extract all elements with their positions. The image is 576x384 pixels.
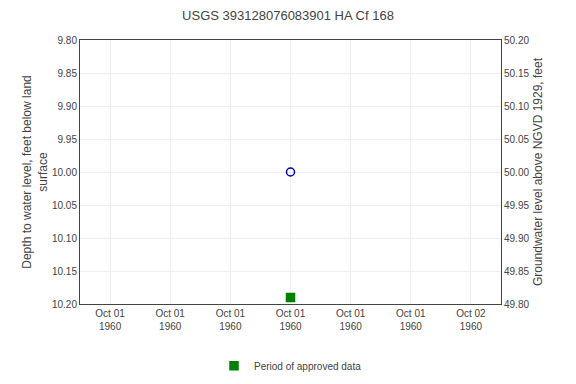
svg-text:Groundwater level above NGVD 1: Groundwater level above NGVD 1929, feet xyxy=(531,57,545,286)
svg-text:9.80: 9.80 xyxy=(58,35,78,46)
svg-text:50.10: 50.10 xyxy=(504,101,529,112)
svg-text:50.05: 50.05 xyxy=(504,134,529,145)
svg-text:9.90: 9.90 xyxy=(58,101,78,112)
svg-text:49.85: 49.85 xyxy=(504,266,529,277)
svg-text:10.10: 10.10 xyxy=(52,233,77,244)
svg-text:Oct 021960: Oct 021960 xyxy=(456,308,486,332)
svg-text:Oct 011960: Oct 011960 xyxy=(216,308,246,332)
svg-text:USGS 393128076083901 HA Cf 168: USGS 393128076083901 HA Cf 168 xyxy=(182,8,394,23)
svg-text:Oct 011960: Oct 011960 xyxy=(336,308,366,332)
svg-text:Oct 011960: Oct 011960 xyxy=(396,308,426,332)
svg-text:10.15: 10.15 xyxy=(52,266,77,277)
svg-text:10.00: 10.00 xyxy=(52,167,77,178)
svg-text:Depth to water level, feet bel: Depth to water level, feet below landsur… xyxy=(20,75,50,268)
svg-text:49.80: 49.80 xyxy=(504,299,529,310)
svg-text:49.90: 49.90 xyxy=(504,233,529,244)
svg-text:50.20: 50.20 xyxy=(504,35,529,46)
svg-text:9.95: 9.95 xyxy=(58,134,78,145)
svg-text:49.95: 49.95 xyxy=(504,200,529,211)
svg-text:Oct 011960: Oct 011960 xyxy=(95,308,125,332)
svg-text:Period of approved data: Period of approved data xyxy=(254,361,361,372)
svg-text:9.85: 9.85 xyxy=(58,68,78,79)
svg-text:50.00: 50.00 xyxy=(504,167,529,178)
svg-text:10.05: 10.05 xyxy=(52,200,77,211)
svg-text:Oct 011960: Oct 011960 xyxy=(155,308,185,332)
svg-text:50.15: 50.15 xyxy=(504,68,529,79)
svg-text:10.20: 10.20 xyxy=(52,299,77,310)
svg-text:Oct 011960: Oct 011960 xyxy=(276,308,306,332)
